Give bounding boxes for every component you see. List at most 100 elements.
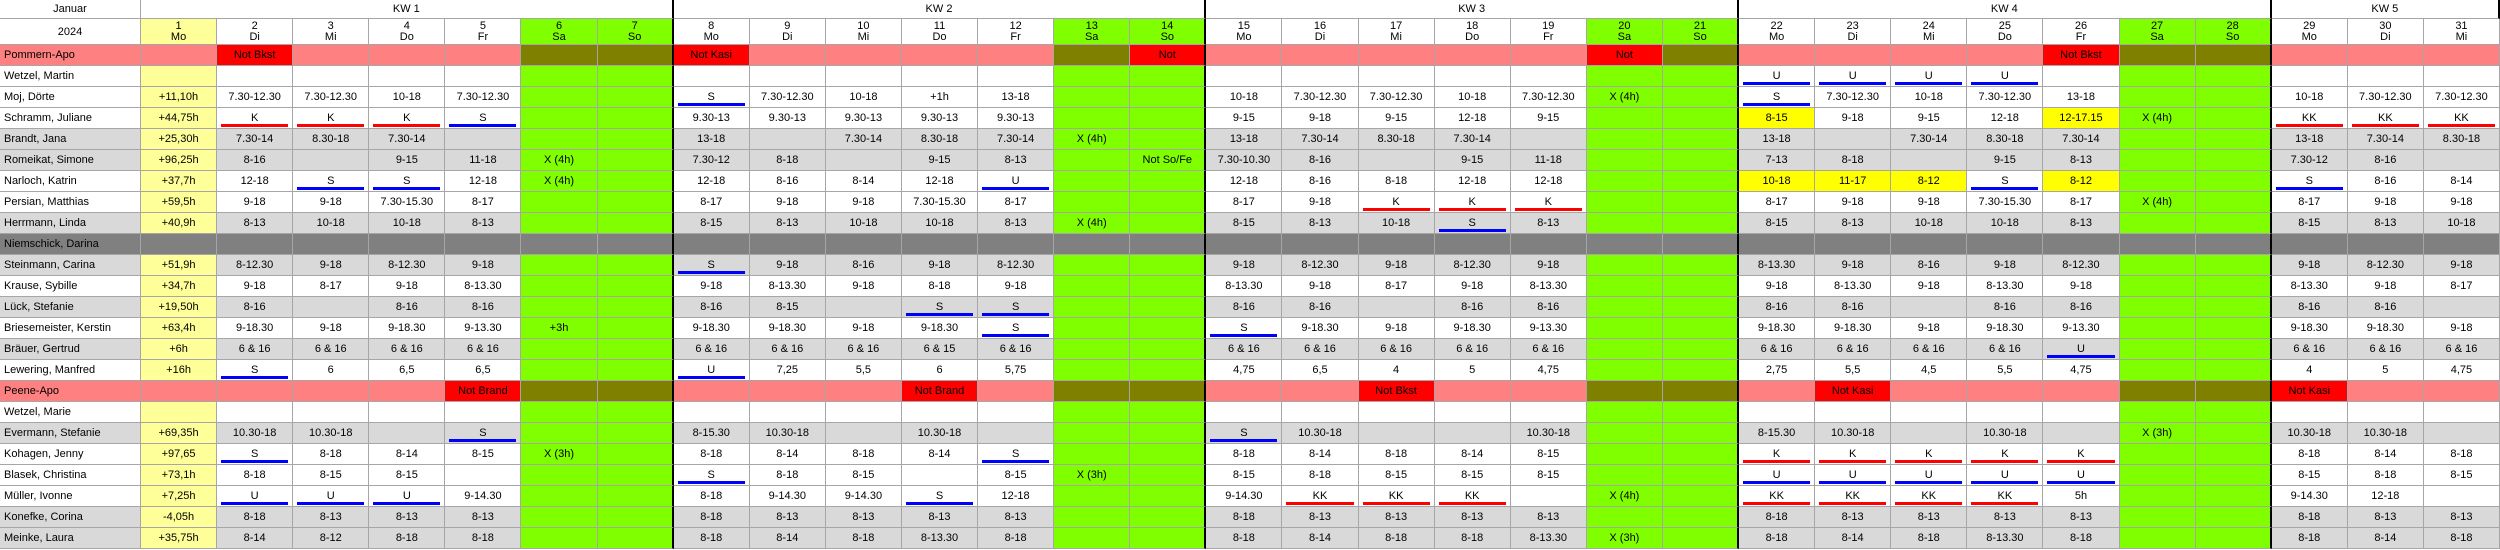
shift-cell: 10.30-18 <box>749 423 826 444</box>
shift-cell: S <box>901 297 979 318</box>
shift-cell: 8-15 <box>978 465 1055 486</box>
shift-cell: 8-18 <box>1815 150 1892 171</box>
hours-balance: -4,05h <box>141 507 218 528</box>
day-header: 29 Mo <box>2271 19 2348 45</box>
shift-cell <box>217 402 294 423</box>
shift-cell: 9-14.30 <box>825 486 902 507</box>
shift-cell <box>2195 234 2272 255</box>
shift-cell: 7.30-15.30 <box>1967 192 2044 213</box>
shift-cell <box>1130 465 1207 486</box>
shift-cell: 7.30-14 <box>1282 129 1359 150</box>
cell-underline <box>1210 334 1278 337</box>
cell-underline <box>1438 502 1506 505</box>
shift-cell: Not <box>1130 45 1207 66</box>
shift-cell: 8-16 <box>1739 297 1816 318</box>
shift-cell: 8-14 <box>825 171 902 192</box>
cell-underline <box>2047 460 2115 463</box>
shift-cell: 12-18 <box>673 171 750 192</box>
shift-cell <box>1662 318 1740 339</box>
shift-cell: 6 & 16 <box>1510 339 1587 360</box>
day-name: Do <box>1997 30 2012 43</box>
shift-cell <box>2195 87 2272 108</box>
shift-cell <box>2119 444 2196 465</box>
shift-cell <box>978 45 1055 66</box>
shift-cell: 5h <box>2043 486 2120 507</box>
shift-cell <box>1586 423 1663 444</box>
shift-cell: 6 & 16 <box>1815 339 1892 360</box>
shift-cell <box>521 213 598 234</box>
day-header: 19 Fr <box>1510 19 1587 45</box>
shift-cell: 8-16 <box>1815 297 1892 318</box>
day-name: So <box>2225 30 2240 43</box>
shift-cell: KK <box>1967 486 2044 507</box>
day-header: 12 Fr <box>978 19 1055 45</box>
shift-cell: 9-18 <box>445 255 522 276</box>
shift-cell: 10-18 <box>1434 87 1511 108</box>
day-number: 20 <box>1618 19 1631 32</box>
shift-cell: 8-13.30 <box>2271 276 2348 297</box>
shift-cell <box>2195 297 2272 318</box>
employee-name: Briesemeister, Kerstin <box>0 318 141 339</box>
shift-cell: 9-18.30 <box>1739 318 1816 339</box>
shift-cell: 8-12.30 <box>217 255 294 276</box>
shift-cell: 8-13 <box>2423 507 2500 528</box>
shift-cell <box>597 234 674 255</box>
shift-cell: 6 & 16 <box>825 339 902 360</box>
shift-cell <box>1434 423 1511 444</box>
shift-cell: 9-18 <box>749 255 826 276</box>
shift-cell <box>2119 339 2196 360</box>
shift-cell <box>1662 402 1740 423</box>
day-number: 7 <box>631 19 638 32</box>
cell-underline <box>1743 502 1811 505</box>
shift-cell <box>2119 150 2196 171</box>
shift-cell: 9-18 <box>2423 255 2500 276</box>
shift-cell: 8-18 <box>749 150 826 171</box>
shift-cell: 8-12.30 <box>1282 255 1359 276</box>
day-number: 3 <box>327 19 334 32</box>
shift-cell <box>1054 528 1131 549</box>
shift-cell <box>1662 66 1740 87</box>
shift-cell: 10-18 <box>2271 87 2348 108</box>
shift-cell <box>2119 171 2196 192</box>
shift-cell <box>293 402 370 423</box>
cell-underline <box>1895 460 1963 463</box>
shift-cell <box>1054 507 1131 528</box>
shift-cell <box>445 234 522 255</box>
shift-cell: 8-18 <box>1739 528 1816 549</box>
shift-cell <box>1130 108 1207 129</box>
day-header: 28 So <box>2195 19 2272 45</box>
shift-cell: 10-18 <box>1967 213 2044 234</box>
shift-cell <box>369 402 446 423</box>
shift-cell: 7.30-15.30 <box>369 192 446 213</box>
shift-cell: 7.30-12.30 <box>1815 87 1892 108</box>
shift-cell: 8-13 <box>293 507 370 528</box>
cell-underline <box>677 481 745 484</box>
day-name: Di <box>2380 30 2391 43</box>
shift-cell: 8-18 <box>673 507 750 528</box>
day-header: 7 So <box>597 19 674 45</box>
employee-name: Wetzel, Marie <box>0 402 141 423</box>
shift-cell: 8.30-18 <box>293 129 370 150</box>
shift-cell: 8-18 <box>1891 528 1968 549</box>
hours-balance: +19,50h <box>141 297 218 318</box>
shift-cell: 8-13 <box>1358 507 1435 528</box>
shift-cell: KK <box>1434 486 1511 507</box>
month-label: Januar <box>0 0 141 19</box>
shift-cell <box>1054 360 1131 381</box>
shift-cell <box>1586 507 1663 528</box>
day-header: 9 Di <box>749 19 826 45</box>
shift-cell: 9-18.30 <box>2271 318 2348 339</box>
shift-cell: 9-15 <box>1967 150 2044 171</box>
shift-cell <box>2195 150 2272 171</box>
shift-cell: 9-18 <box>1510 255 1587 276</box>
shift-cell <box>1206 45 1283 66</box>
shift-cell: U <box>217 486 294 507</box>
shift-cell <box>1510 381 1587 402</box>
shift-cell: 8-12.30 <box>2043 255 2120 276</box>
shift-cell: 6,5 <box>1282 360 1359 381</box>
shift-cell <box>749 45 826 66</box>
shift-cell <box>1434 381 1511 402</box>
cell-underline <box>221 376 289 379</box>
shift-cell: 8-13 <box>1510 213 1587 234</box>
shift-cell <box>749 129 826 150</box>
